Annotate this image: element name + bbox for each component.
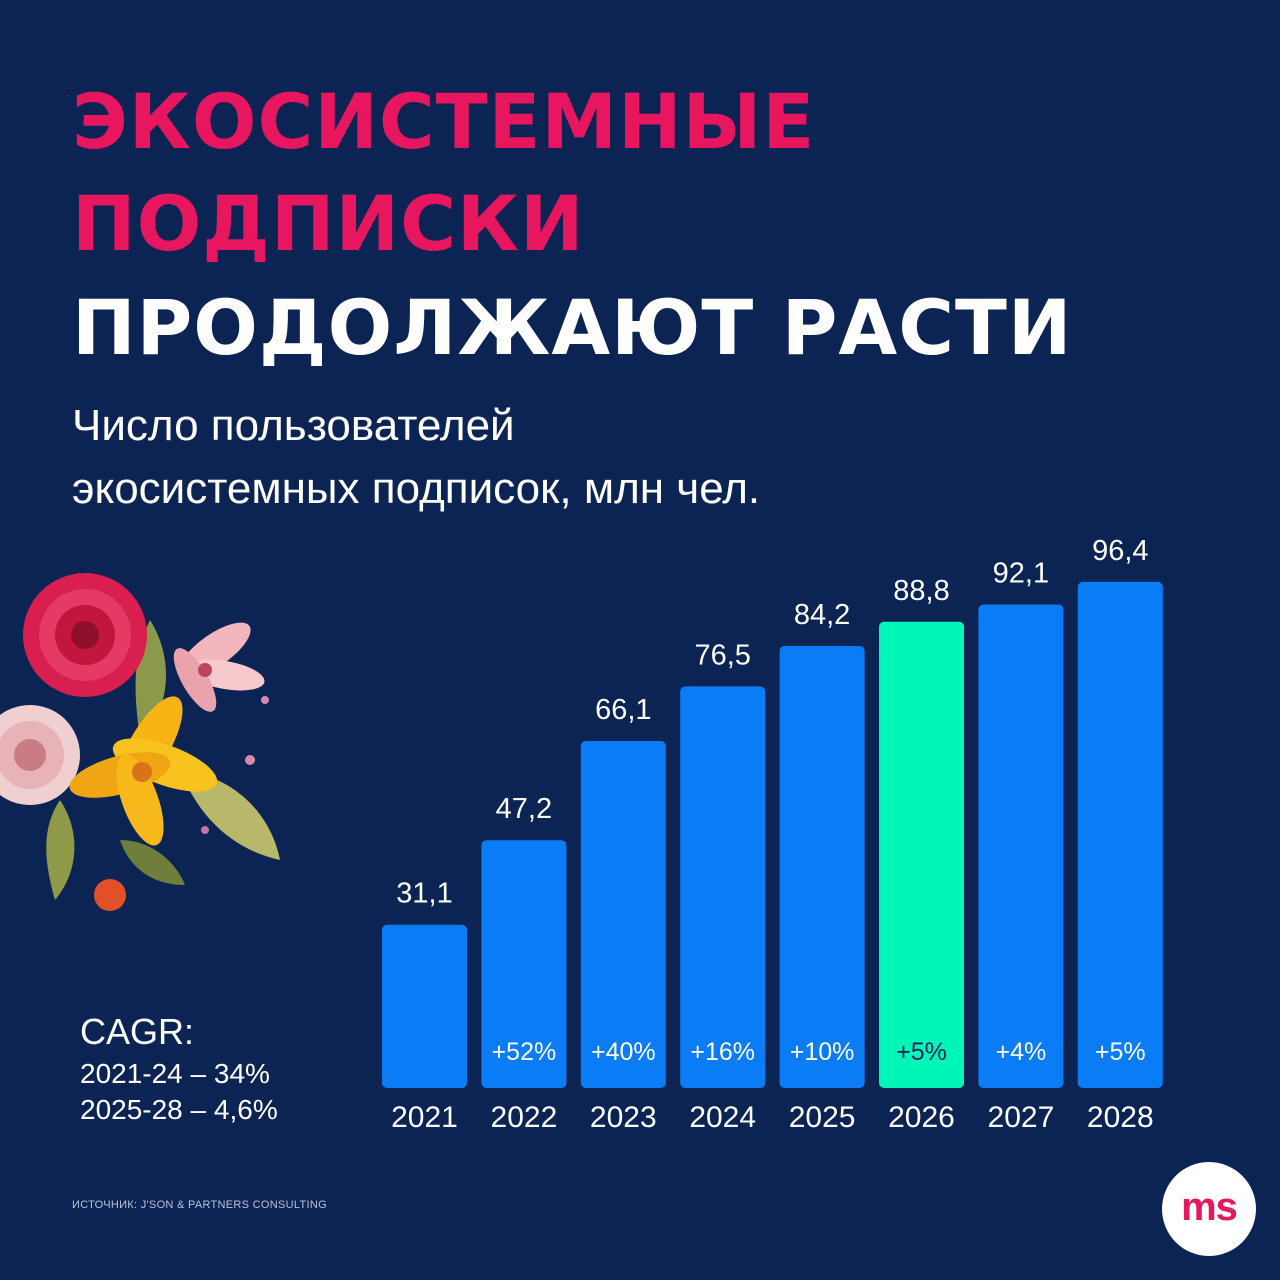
ms-logo: ms	[1162, 1162, 1256, 1256]
bar-2022	[481, 840, 567, 1088]
logo-text: ms	[1181, 1185, 1238, 1229]
title-line-3: ПРОДОЛЖАЮТ РАСТИ	[72, 283, 1073, 372]
leaf	[120, 840, 185, 885]
leaf	[180, 770, 280, 860]
value-label-2024: 76,5	[694, 639, 750, 671]
x-tick-label-2025: 2025	[789, 1101, 856, 1134]
cagr-title: CAGR:	[80, 1011, 195, 1052]
value-label-2022: 47,2	[496, 793, 552, 825]
bar-2027	[978, 604, 1064, 1088]
growth-label-2027: +4%	[996, 1038, 1047, 1066]
subtitle-line-2: экосистемных подписок, млн чел.	[72, 464, 761, 513]
subtitle-line-1: Число пользователей	[72, 401, 515, 450]
bar-2024	[680, 686, 766, 1088]
x-tick-label-2027: 2027	[988, 1101, 1055, 1134]
value-label-2021: 31,1	[396, 878, 452, 910]
title-line-2: ПОДПИСКИ	[72, 179, 585, 268]
value-label-2025: 84,2	[794, 599, 850, 631]
berry	[245, 755, 255, 765]
growth-label-2022: +52%	[492, 1038, 557, 1066]
bar-2026	[879, 621, 964, 1088]
value-label-2027: 92,1	[993, 557, 1049, 589]
cagr-line-2: 2025-28 – 4,6%	[80, 1094, 278, 1125]
growth-label-2025: +10%	[790, 1038, 855, 1066]
x-tick-label-2021: 2021	[391, 1101, 458, 1134]
bar-2023	[580, 740, 666, 1088]
x-tick-label-2022: 2022	[491, 1101, 558, 1134]
white-flower	[0, 705, 80, 805]
red-flower	[23, 573, 147, 697]
growth-label-2028: +5%	[1095, 1038, 1146, 1066]
value-label-2026: 88,8	[893, 575, 949, 607]
bar-2028	[1077, 581, 1163, 1088]
yellow-flower	[69, 696, 218, 846]
pink-flower	[173, 622, 265, 712]
growth-label-2026: +5%	[896, 1038, 947, 1066]
value-label-2023: 66,1	[595, 694, 651, 726]
cagr-line-1: 2021-24 – 34%	[80, 1058, 270, 1089]
bar-2025	[779, 645, 865, 1088]
berry	[201, 826, 209, 834]
bar-2021	[382, 924, 467, 1088]
x-tick-label-2024: 2024	[689, 1101, 756, 1134]
growth-label-2024: +16%	[690, 1038, 755, 1066]
orange-flower	[94, 879, 126, 911]
flower-bouquet-illustration	[0, 573, 280, 911]
berry	[261, 696, 269, 704]
growth-label-2023: +40%	[591, 1038, 656, 1066]
x-tick-label-2023: 2023	[590, 1101, 657, 1134]
leaf	[46, 800, 75, 900]
x-tick-label-2026: 2026	[888, 1101, 955, 1134]
x-tick-label-2028: 2028	[1087, 1101, 1154, 1134]
source-note: ИСТОЧНИК: J'SON & PARTNERS CONSULTING	[72, 1199, 327, 1211]
value-label-2028: 96,4	[1092, 535, 1148, 567]
title-line-1: ЭКОСИСТЕМНЫЕ	[72, 77, 816, 166]
